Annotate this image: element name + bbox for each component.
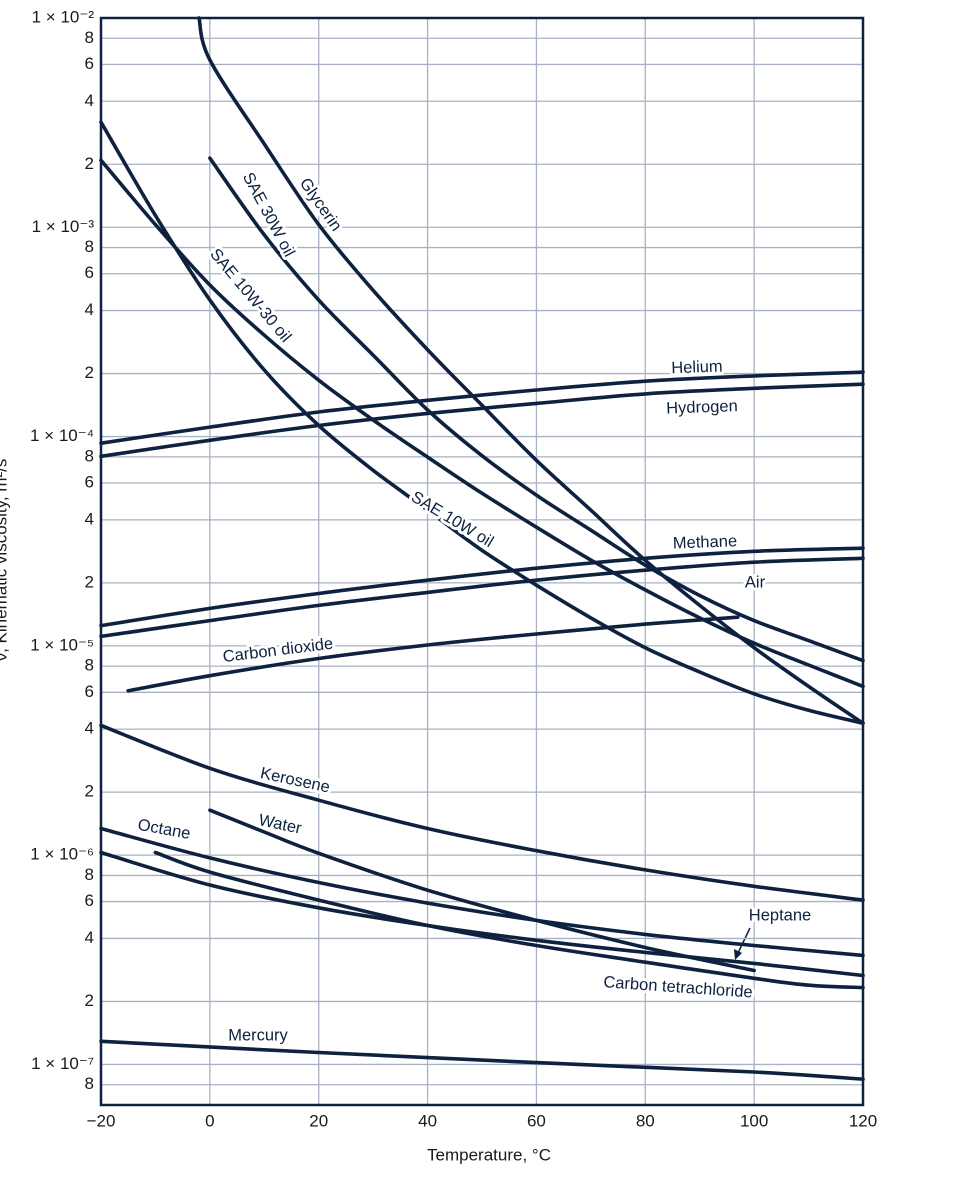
x-tick-label: 100	[740, 1111, 768, 1130]
curve	[99, 120, 865, 725]
y-tick-label: 1 × 10⁻⁶	[30, 845, 94, 864]
y-tick-label: 8	[85, 865, 94, 884]
y-tick-label: 6	[85, 682, 94, 701]
curve	[99, 158, 865, 689]
curve	[99, 556, 865, 639]
curve-label: Helium	[671, 357, 723, 377]
y-tick-label: 8	[85, 1074, 94, 1093]
y-tick-label: 8	[85, 28, 94, 47]
x-tick-label: −20	[87, 1111, 116, 1130]
curve	[99, 850, 865, 978]
y-tick-label: 4	[85, 928, 94, 947]
y-tick-label: 1 × 10⁻⁷	[31, 1054, 94, 1073]
x-tick-label: 20	[309, 1111, 328, 1130]
curve	[99, 546, 865, 628]
y-tick-label: 1 × 10⁻²	[32, 7, 95, 26]
y-tick-label: 2	[85, 991, 94, 1010]
y-tick-label: 8	[85, 237, 94, 256]
y-tick-label: 6	[85, 263, 94, 282]
y-tick-label: 4	[85, 91, 94, 110]
y-tick-label: 1 × 10⁻³	[32, 217, 95, 236]
x-tick-label: 40	[418, 1111, 437, 1130]
y-tick-label: 2	[85, 363, 94, 382]
y-tick-label: 6	[85, 54, 94, 73]
x-tick-label: 60	[527, 1111, 546, 1130]
curve-label: Carbon dioxide	[222, 635, 334, 666]
x-tick-label: 120	[849, 1111, 877, 1130]
heptane-pointer	[736, 927, 751, 956]
y-tick-label: 8	[85, 446, 94, 465]
curve	[153, 850, 865, 990]
curve	[99, 382, 865, 459]
y-tick-label: 6	[85, 891, 94, 910]
curve	[99, 826, 865, 958]
curve-label: Air	[745, 573, 766, 591]
y-tick-label: 4	[85, 300, 94, 319]
y-tick-label: 4	[85, 719, 94, 738]
x-axis-label: Temperature, °C	[427, 1145, 551, 1164]
curve	[99, 370, 865, 445]
curve	[208, 808, 756, 973]
y-axis-label: ν, Kinematic viscosity, m²/s	[0, 459, 10, 662]
y-tick-label: 1 × 10⁻⁵	[30, 635, 94, 654]
x-tick-label: 0	[205, 1111, 214, 1130]
curve-label: Hydrogen	[666, 397, 738, 417]
curve-label: Methane	[673, 532, 738, 552]
y-tick-label: 6	[85, 472, 94, 491]
curve	[126, 615, 740, 693]
y-tick-label: 2	[85, 154, 94, 173]
y-tick-label: 4	[85, 509, 94, 528]
y-tick-label: 1 × 10⁻⁴	[30, 426, 94, 445]
curve	[208, 156, 865, 663]
curve-label: Heptane	[749, 906, 811, 924]
heptane-pointer-head	[734, 949, 742, 960]
plot-frame	[99, 16, 865, 1107]
y-tick-label: 8	[85, 656, 94, 675]
curve-label: Mercury	[228, 1026, 288, 1044]
curve	[99, 723, 865, 902]
x-tick-label: 80	[636, 1111, 655, 1130]
y-tick-label: 2	[85, 782, 94, 801]
y-tick-label: 2	[85, 572, 94, 591]
curve	[99, 1039, 865, 1081]
curve	[197, 16, 865, 725]
curve-label: Carbon tetrachloride	[603, 973, 753, 1001]
